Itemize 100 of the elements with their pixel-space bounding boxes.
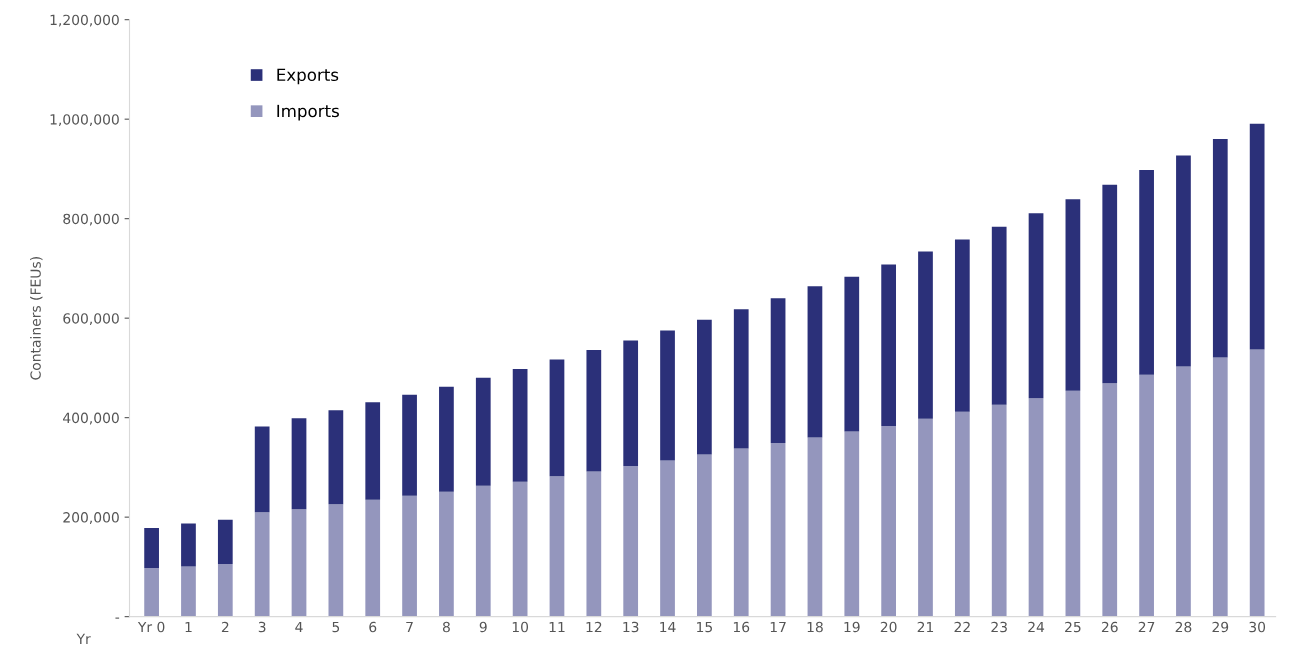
bar xyxy=(881,426,897,617)
bar xyxy=(549,359,565,477)
bar xyxy=(881,264,897,427)
y-tick-label: 600,000 xyxy=(63,313,119,326)
bar xyxy=(807,286,823,438)
x-tick-label: 30 xyxy=(1249,621,1266,633)
bar xyxy=(291,418,307,510)
bar xyxy=(623,465,639,617)
bar xyxy=(991,404,1007,617)
bar xyxy=(770,443,786,617)
y-tick-label: 200,000 xyxy=(63,512,119,525)
y-tick-label: 400,000 xyxy=(63,412,119,425)
bar xyxy=(254,512,270,617)
bar xyxy=(918,251,933,419)
x-tick-label: 22 xyxy=(954,621,970,633)
x-tick-label: 10 xyxy=(512,621,529,633)
x-tick-label: 23 xyxy=(991,621,1007,633)
bar xyxy=(475,485,491,617)
bar xyxy=(1028,213,1044,399)
x-tick-label: 15 xyxy=(697,621,712,633)
x-tick-label: 26 xyxy=(1101,621,1118,633)
bar xyxy=(1176,155,1191,367)
bar xyxy=(291,509,307,617)
bar xyxy=(660,330,675,461)
x-tick-label: 8 xyxy=(442,621,450,633)
x-tick-label: 5 xyxy=(332,621,340,633)
x-tick-label: 14 xyxy=(660,621,676,633)
x-tick-label: 28 xyxy=(1175,621,1192,633)
bar xyxy=(697,319,712,455)
x-tick-label: 6 xyxy=(369,621,377,633)
bar xyxy=(549,476,565,617)
bar xyxy=(217,519,233,564)
x-tick-label: 24 xyxy=(1028,621,1045,633)
bar xyxy=(1139,374,1154,617)
x-tick-label: 3 xyxy=(258,621,266,633)
bar xyxy=(1249,349,1265,617)
x-tick-label: 21 xyxy=(917,621,934,633)
bar xyxy=(181,566,196,617)
bar xyxy=(439,386,454,492)
bar xyxy=(1139,169,1154,375)
bar xyxy=(586,350,602,472)
bar xyxy=(181,523,196,567)
bar xyxy=(365,402,381,500)
x-tick-label: 9 xyxy=(479,621,487,633)
bar xyxy=(586,471,602,617)
bar xyxy=(1065,390,1081,617)
y-tick-label: 1,000,000 xyxy=(50,114,119,127)
bar xyxy=(217,563,233,617)
bar xyxy=(623,340,639,466)
x-axis-title: Yr xyxy=(76,633,91,644)
legend-label: Imports xyxy=(277,104,339,121)
legend-label: Exports xyxy=(277,68,339,85)
x-tick-label: 19 xyxy=(844,621,860,633)
bar xyxy=(1176,366,1191,617)
x-tick-label: 4 xyxy=(295,621,303,633)
bar xyxy=(1249,123,1265,350)
bar xyxy=(954,239,970,412)
bar xyxy=(918,418,933,617)
bar xyxy=(475,377,491,486)
x-tick-label: 25 xyxy=(1065,621,1081,633)
x-tick-label: 7 xyxy=(406,621,413,633)
y-tick-label: 1,200,000 xyxy=(50,14,119,27)
bar xyxy=(844,276,860,432)
x-tick-label: 13 xyxy=(623,621,639,633)
bar xyxy=(328,504,344,617)
bar xyxy=(512,481,528,617)
bar xyxy=(402,394,417,496)
x-tick-label: 20 xyxy=(880,621,897,633)
x-tick-label: 17 xyxy=(770,621,786,633)
bar xyxy=(1028,398,1044,617)
x-tick-label: 27 xyxy=(1138,621,1155,633)
bar xyxy=(1212,139,1228,358)
bar xyxy=(365,499,381,617)
x-tick-label: 11 xyxy=(549,621,565,633)
x-tick-label: 2 xyxy=(221,621,229,633)
bar xyxy=(844,431,860,617)
x-tick-label: 12 xyxy=(586,621,602,633)
bar xyxy=(697,454,712,617)
bar xyxy=(439,491,454,617)
bar xyxy=(1212,357,1228,617)
y-axis-title: Containers (FEUs) xyxy=(30,257,43,380)
x-tick-label: 16 xyxy=(733,621,750,633)
x-tick-label: Yr 0 xyxy=(137,621,165,633)
bar xyxy=(144,567,159,617)
y-tick-label: 800,000 xyxy=(63,213,119,226)
x-tick-label: 29 xyxy=(1212,621,1229,633)
bar xyxy=(991,226,1007,405)
bar xyxy=(954,411,970,617)
bar xyxy=(254,426,270,513)
bar xyxy=(402,495,417,617)
bar xyxy=(144,528,159,568)
bar xyxy=(328,410,344,505)
bar xyxy=(1102,383,1118,617)
bar xyxy=(807,437,823,617)
bar xyxy=(1102,184,1118,384)
bar xyxy=(1065,199,1081,391)
bar xyxy=(512,368,528,482)
bar xyxy=(733,448,749,617)
bar xyxy=(733,309,749,449)
bar xyxy=(770,298,786,444)
